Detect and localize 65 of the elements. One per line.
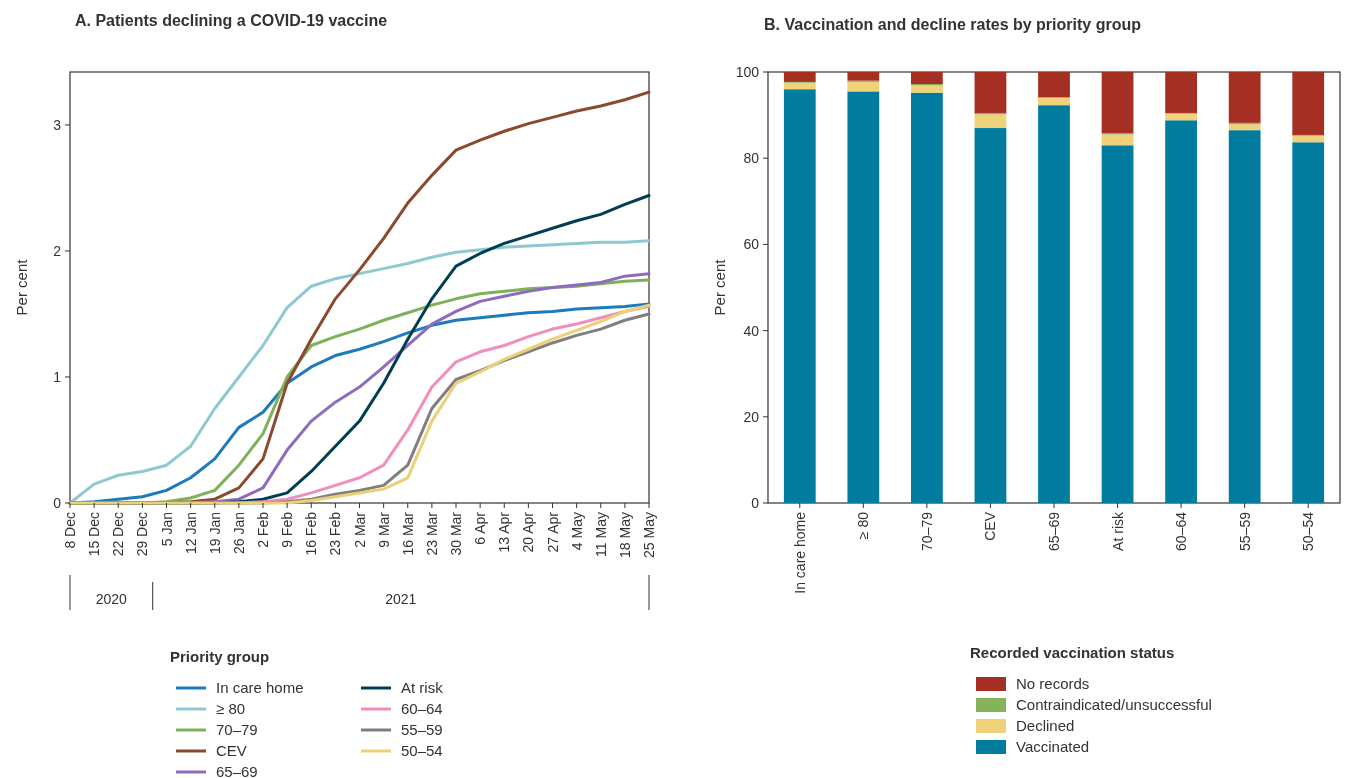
- legend-label: CEV: [216, 742, 247, 760]
- x-tick-label: 23 Feb: [327, 511, 344, 556]
- x-tick-label: 20 Apr: [520, 511, 537, 553]
- y-tick-label: 100: [735, 63, 760, 80]
- x-tick-label: 50–54: [1300, 511, 1317, 551]
- x-tick-label: 60–64: [1173, 511, 1190, 551]
- x-tick-label: 4 May: [568, 512, 585, 551]
- x-tick-label: 8 Dec: [62, 512, 78, 549]
- x-tick-label: CEV: [982, 511, 999, 541]
- legend-label: ≥ 80: [216, 700, 246, 718]
- text: 2021: [385, 591, 417, 607]
- y-tick-label: 40: [743, 322, 760, 339]
- x-tick-label: At risk: [1109, 511, 1126, 551]
- x-tick-label: 27 Apr: [544, 511, 561, 553]
- legend-label: 50–54: [401, 742, 443, 760]
- x-tick-label: 25 May: [641, 512, 657, 558]
- legend-label: At risk: [401, 679, 444, 697]
- legend-title: Recorded vaccination status: [970, 644, 1175, 661]
- y-tick-label: 80: [743, 150, 760, 167]
- x-tick-label: 16 Feb: [303, 511, 320, 556]
- x-tick-label: 16 Mar: [399, 511, 416, 556]
- x-tick-label: ≥ 80: [855, 511, 872, 540]
- x-tick-label: 6 Apr: [472, 511, 489, 545]
- x-tick-label: 29 Dec: [134, 512, 151, 557]
- y-tick-label: 3: [53, 116, 62, 133]
- x-tick-label: 18 May: [616, 512, 633, 558]
- legend-label: 70–79: [216, 721, 258, 739]
- x-tick-label: 2 Feb: [255, 511, 271, 548]
- y-axis-title: Per cent: [13, 258, 30, 316]
- x-tick-label: In care home: [791, 511, 808, 594]
- x-tick-label: 26 Jan: [230, 512, 247, 555]
- y-axis-title: Per cent: [711, 258, 728, 316]
- legend-label: Vaccinated: [1016, 738, 1090, 756]
- x-tick-label: 22 Dec: [110, 512, 127, 557]
- x-tick-label: 70–79: [918, 511, 935, 551]
- y-tick-label: 2: [53, 242, 62, 259]
- x-tick-label: 13 Apr: [496, 511, 513, 553]
- y-tick-label: 60: [743, 236, 760, 253]
- chart-title: A. Patients declining a COVID-19 vaccine: [75, 12, 388, 29]
- legend-label: 60–64: [401, 700, 443, 718]
- legend-label: In care home: [216, 679, 304, 697]
- legend-title: Priority group: [170, 648, 270, 665]
- chart-title: B. Vaccination and decline rates by priority group: [764, 16, 1142, 33]
- x-tick-label: 12 Jan: [182, 512, 199, 555]
- legend-label: No records: [1016, 675, 1090, 693]
- x-tick-label: 23 Mar: [423, 511, 440, 556]
- y-tick-label: 0: [53, 494, 62, 511]
- x-tick-label: 15 Dec: [86, 512, 103, 557]
- y-tick-label: 20: [743, 408, 760, 425]
- x-tick-label: 30 Mar: [448, 511, 464, 556]
- text: 2020: [95, 591, 128, 607]
- x-tick-label: 19 Jan: [206, 512, 223, 555]
- y-tick-label: 1: [53, 368, 62, 385]
- x-tick-label: 9 Mar: [375, 511, 392, 548]
- x-tick-label: 11 May: [592, 512, 609, 557]
- legend-label: Contraindicated/unsuccessful: [1016, 696, 1212, 714]
- x-tick-label: 65–69: [1046, 511, 1062, 551]
- x-tick-label: 55–59: [1236, 511, 1253, 551]
- legend-label: 65–69: [216, 763, 258, 778]
- x-tick-label: 5 Jan: [158, 512, 175, 547]
- legend-label: Declined: [1016, 717, 1075, 735]
- legend-label: 55–59: [401, 721, 443, 739]
- x-tick-label: 9 Feb: [279, 511, 296, 548]
- y-tick-label: 0: [751, 494, 760, 511]
- x-tick-label: 2 Mar: [351, 511, 368, 548]
